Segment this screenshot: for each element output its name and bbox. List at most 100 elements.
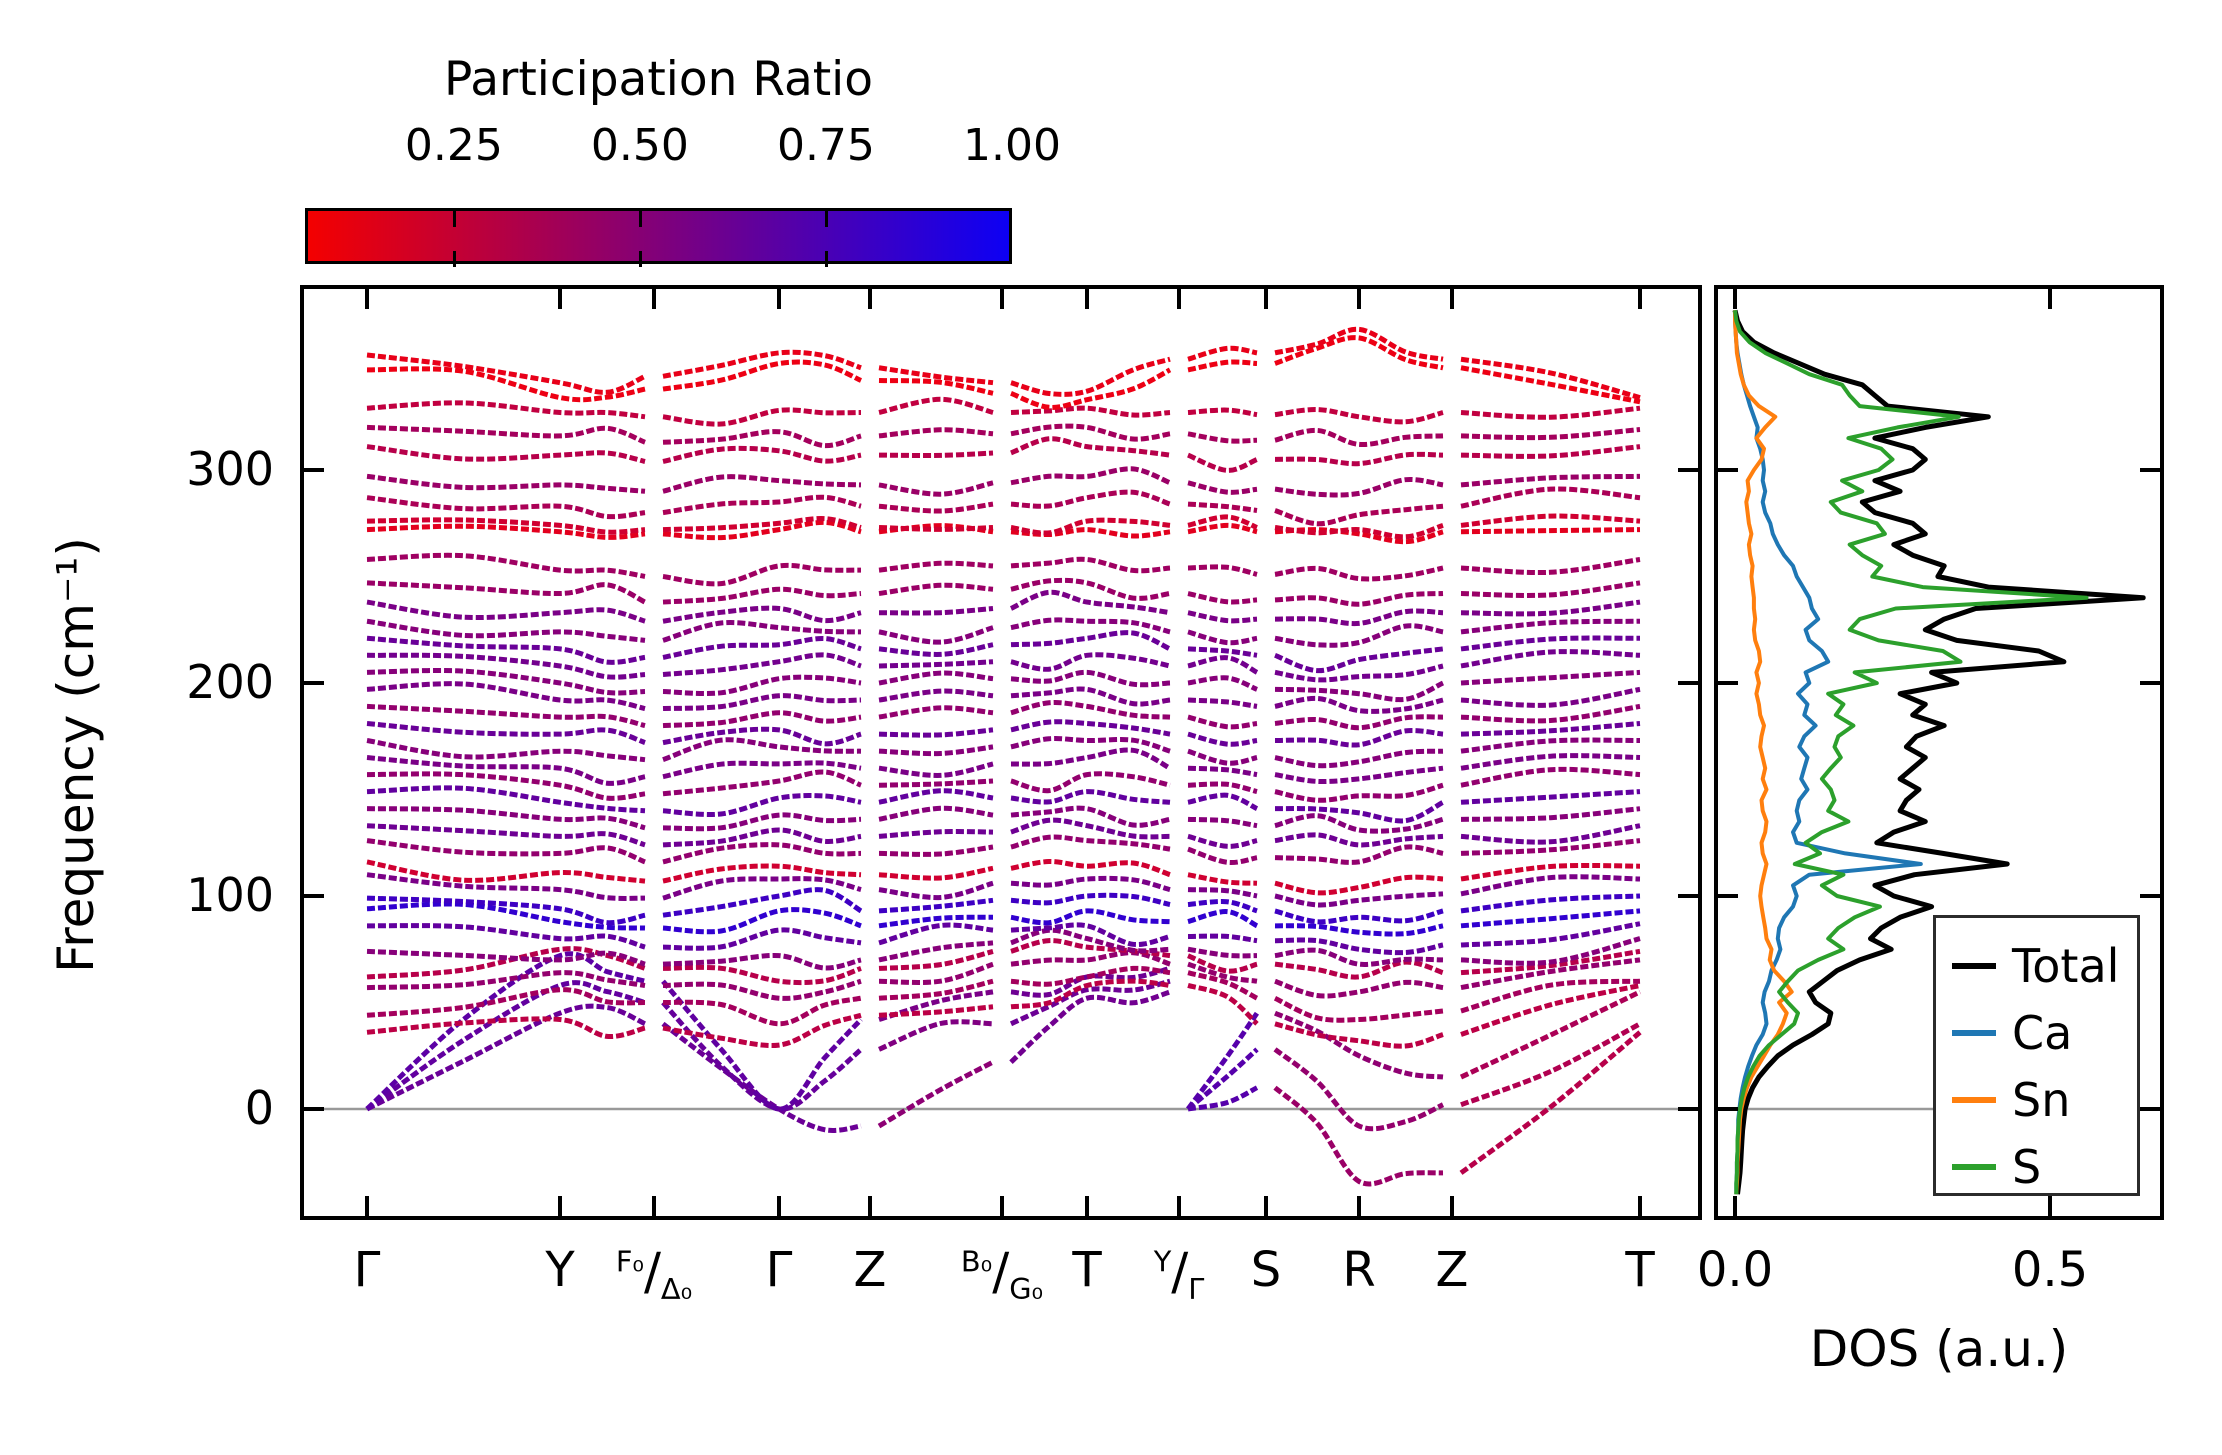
band-path [1274,591,1444,607]
colorbar-tick [452,251,456,267]
band-path [878,396,994,415]
band-path [662,769,862,797]
band-path [1010,556,1171,574]
band-path [878,744,994,757]
band-path [877,1059,995,1129]
band-path [1274,608,1444,627]
band-path [366,771,646,801]
band-path [1010,834,1171,852]
band-path [1010,356,1171,397]
band-path [1187,731,1258,747]
band-path [662,562,862,587]
colorbar-tick-label: 0.50 [590,120,689,171]
band-path [1460,893,1641,914]
band-path [1274,765,1444,785]
band-path [878,948,994,971]
band-path [1274,891,1444,908]
legend-label-total: Total [2012,939,2120,993]
band-path [878,705,994,720]
band-path [1460,513,1641,528]
band-path [1460,737,1641,754]
band-path [1274,908,1444,925]
band-path [662,605,862,624]
band-path [1274,406,1444,425]
band-path [1273,995,1444,1023]
colorbar-tick [824,211,828,227]
band-path [366,523,646,540]
band-path [662,1012,862,1049]
band-path [662,516,862,533]
band-path [878,642,994,657]
band-path [662,887,863,918]
band-path [366,859,646,884]
band-path [1010,978,1171,1010]
band-path [366,806,646,831]
band-path [1187,646,1258,658]
dos-panel-frame [1714,285,2164,1220]
band-path [1274,813,1444,834]
band-path [1010,805,1171,828]
band-path [1187,564,1258,577]
band-path [1274,646,1444,674]
band-path [1010,669,1171,688]
band-path [1010,927,1171,954]
kpoint-label: Γ [765,1242,793,1298]
band-path [662,494,862,516]
band-path [878,880,994,901]
band-path [1010,436,1171,458]
band-path [878,761,994,778]
y-tick-label: 300 [186,442,274,496]
band-path [366,785,646,814]
dos-curve-total [1732,309,2146,1195]
band-path [1274,335,1444,371]
band-path [365,951,646,1111]
dos-tick-label: 0.5 [2011,1242,2089,1298]
legend-label-sn: Sn [2012,1073,2071,1127]
band-path [1010,908,1171,926]
band-path [1187,431,1258,444]
band-path [878,365,994,386]
band-path [878,778,994,788]
band-path [1274,959,1444,980]
band-path [1010,892,1171,907]
band-path [366,895,646,926]
band-path [662,927,862,951]
dos-tick-label: 0.0 [1696,1242,1774,1298]
band-path [1187,781,1258,795]
band-path [1010,577,1171,601]
band-path [662,407,862,427]
band-path [366,823,646,848]
band-path [662,827,862,848]
band-path [1460,527,1641,535]
legend-label-s: S [2012,1140,2042,1194]
kpoint-label: S [1250,1242,1282,1298]
band-path [366,901,646,931]
band-path [366,599,646,624]
band-path [1010,922,1171,948]
band-path [662,793,862,817]
kpoint-label: Z [1435,1242,1469,1298]
band-path [1274,874,1444,896]
band-path [1187,655,1259,675]
band-path [661,979,863,1112]
band-path [1010,405,1171,418]
band-path [1460,948,1641,976]
band-path [1274,714,1444,731]
dos-legend: Total Ca Sn S [1933,915,2140,1196]
band-path [1273,1085,1444,1187]
band-path [1274,326,1444,362]
dos-curve-s [1733,310,2089,1195]
band-path [366,400,646,420]
band-path [1460,427,1641,441]
band-path [1460,838,1641,856]
band-path [1460,721,1641,737]
kpoint-label: Γ [353,1242,381,1298]
band-path [878,897,994,914]
band-path [878,788,994,805]
colorbar-title: Participation Ratio [443,52,873,107]
band-path [1187,816,1258,829]
band-path [1185,1011,1260,1111]
band-path [1187,898,1258,914]
band-path [1010,875,1171,893]
colorbar-gradient [305,208,1012,267]
